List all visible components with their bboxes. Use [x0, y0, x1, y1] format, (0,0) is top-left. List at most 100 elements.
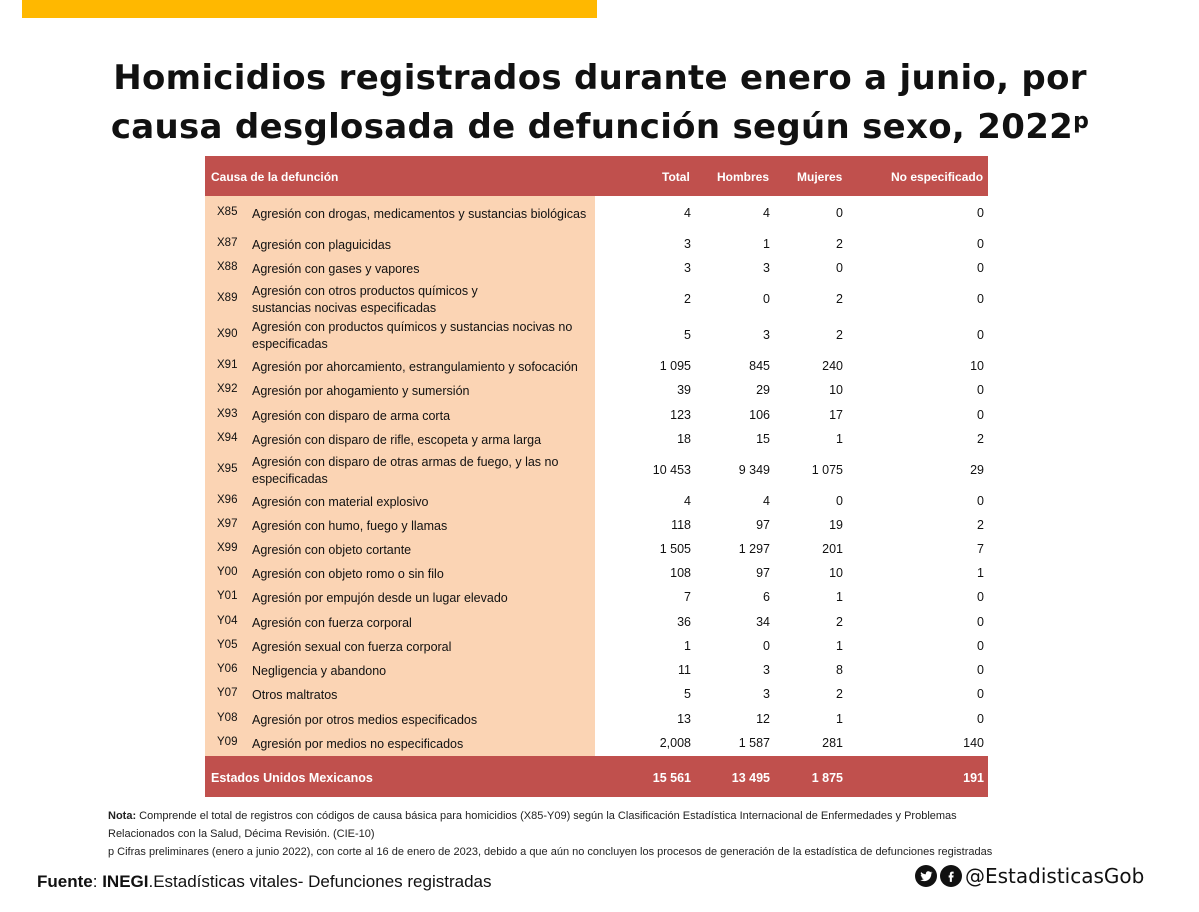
- cause-description-line: Agresión con humo, fuego y llamas: [252, 519, 448, 533]
- cell-mujeres: 240: [822, 359, 843, 373]
- cell-hombres: 6: [763, 590, 770, 604]
- cell-no-especificado: 10: [970, 359, 984, 373]
- facebook-icon[interactable]: [940, 865, 962, 887]
- table-header: Causa de la defunción Total Hombres Muje…: [205, 156, 988, 196]
- cell-mujeres: 0: [836, 494, 843, 508]
- cell-mujeres: 1: [836, 432, 843, 446]
- cause-description: Agresión por empujón desde un lugar elev…: [252, 590, 597, 607]
- total-label: Estados Unidos Mexicanos: [211, 771, 373, 785]
- cell-no-especificado: 0: [977, 206, 984, 220]
- cause-description-line: Agresión con disparo de arma corta: [252, 409, 451, 423]
- cause-description: Agresión con humo, fuego y llamas: [252, 518, 597, 535]
- cause-description-line: Agresión con disparo de rifle, escopeta …: [252, 433, 542, 447]
- cause-code: Y07: [217, 687, 238, 699]
- page-title: Homicidios registrados durante enero a j…: [40, 56, 1160, 149]
- header-cause: Causa de la defunción: [211, 170, 339, 184]
- notes: Nota: Comprende el total de registros co…: [108, 807, 1108, 861]
- cell-hombres: 97: [756, 566, 770, 580]
- cell-mujeres: 10: [829, 383, 843, 397]
- handle-text[interactable]: @EstadisticasGob: [965, 864, 1145, 888]
- cell-total: 5: [684, 328, 691, 342]
- cell-no-especificado: 7: [977, 542, 984, 556]
- cause-description-line: Agresión por ahorcamiento, estrangulamie…: [252, 360, 578, 374]
- cell-mujeres: 281: [822, 736, 843, 750]
- cell-mujeres: 1: [836, 590, 843, 604]
- cause-description-line: Negligencia y abandono: [252, 664, 387, 678]
- cell-total: 4: [684, 494, 691, 508]
- cause-description: Agresión con disparo de arma corta: [252, 408, 597, 425]
- cause-code: Y08: [217, 712, 238, 724]
- cell-hombres: 34: [756, 615, 770, 629]
- cell-total: 36: [677, 615, 691, 629]
- cause-code: Y04: [217, 615, 238, 627]
- cause-description-line: Agresión por otros medios especificados: [252, 713, 478, 727]
- cause-description: Otros maltratos: [252, 687, 597, 704]
- cell-no-especificado: 140: [963, 736, 984, 750]
- table-total-row: Estados Unidos Mexicanos 15 561 13 495 1…: [205, 756, 988, 797]
- cause-code: Y05: [217, 639, 238, 651]
- cause-code: Y00: [217, 566, 238, 578]
- cause-description-line: especificadas: [252, 337, 328, 351]
- cause-description: Agresión sexual con fuerza corporal: [252, 639, 597, 656]
- cell-no-especificado: 0: [977, 712, 984, 726]
- cause-description-line: Agresión con otros productos químicos y: [252, 284, 478, 298]
- cell-total: 13: [677, 712, 691, 726]
- cause-code: X91: [217, 359, 238, 371]
- cause-description: Agresión con drogas, medicamentos y sust…: [252, 206, 597, 223]
- cause-code: X93: [217, 408, 238, 420]
- total-total: 15 561: [652, 771, 691, 785]
- cause-description-line: sustancias nocivas especificadas: [252, 301, 437, 315]
- cell-mujeres: 10: [829, 566, 843, 580]
- cell-total: 2,008: [659, 736, 691, 750]
- cause-code: X97: [217, 518, 238, 530]
- cause-code: X87: [217, 237, 238, 249]
- cell-hombres: 12: [756, 712, 770, 726]
- cell-hombres: 4: [763, 206, 770, 220]
- cell-mujeres: 17: [829, 408, 843, 422]
- cell-total: 3: [684, 237, 691, 251]
- cell-hombres: 1 297: [738, 542, 770, 556]
- source-line: Fuente: INEGI.Estadísticas vitales- Defu…: [37, 872, 492, 891]
- nota-text: Nota: Comprende el total de registros co…: [108, 810, 957, 822]
- preliminary-note: p Cifras preliminares (enero a junio 202…: [108, 846, 993, 858]
- cell-total: 7: [684, 590, 691, 604]
- cell-no-especificado: 0: [977, 639, 984, 653]
- social-handle[interactable]: @EstadisticasGob: [915, 862, 1144, 890]
- cell-total: 3: [684, 261, 691, 275]
- cell-total: 11: [678, 663, 691, 677]
- cause-description: Agresión por medios no especificados: [252, 736, 597, 753]
- cell-no-especificado: 1: [977, 566, 984, 580]
- cell-mujeres: 2: [836, 292, 843, 306]
- cause-code: X94: [217, 432, 238, 444]
- cause-description: Agresión con objeto cortante: [252, 542, 597, 559]
- header-total: Total: [662, 170, 690, 184]
- cell-no-especificado: 0: [977, 237, 984, 251]
- cause-description-line: Agresión con fuerza corporal: [252, 616, 412, 630]
- cell-mujeres: 2: [836, 687, 843, 701]
- cell-hombres: 97: [756, 518, 770, 532]
- cause-code: X92: [217, 383, 238, 395]
- cell-total: 1 505: [659, 542, 691, 556]
- cause-description: Agresión por ahogamiento y sumersión: [252, 383, 597, 400]
- cause-code: X99: [217, 542, 238, 554]
- title-line-2: causa desglosada de defunción según sexo…: [110, 107, 1090, 147]
- cell-hombres: 15: [756, 432, 770, 446]
- accent-bar: [22, 0, 597, 18]
- cause-description: Agresión con fuerza corporal: [252, 615, 597, 632]
- twitter-icon[interactable]: [915, 865, 937, 887]
- cause-description: Agresión con disparo de rifle, escopeta …: [252, 432, 597, 449]
- header-no-especificado: No especificado: [891, 170, 984, 184]
- cell-total: 2: [684, 292, 691, 306]
- cause-description-line: Agresión sexual con fuerza corporal: [252, 640, 452, 654]
- cause-code: X89: [217, 292, 238, 304]
- total-mujeres: 1 875: [811, 771, 843, 785]
- cause-description: Agresión con productos químicos y sustan…: [252, 319, 597, 353]
- cause-code: X95: [217, 463, 238, 475]
- cell-no-especificado: 0: [977, 615, 984, 629]
- cause-description-line: Agresión con disparo de otras armas de f…: [252, 455, 559, 469]
- cell-mujeres: 8: [836, 663, 843, 677]
- cell-mujeres: 0: [836, 261, 843, 275]
- cell-no-especificado: 2: [977, 432, 984, 446]
- cell-total: 123: [670, 408, 691, 422]
- cause-code: X90: [217, 328, 238, 340]
